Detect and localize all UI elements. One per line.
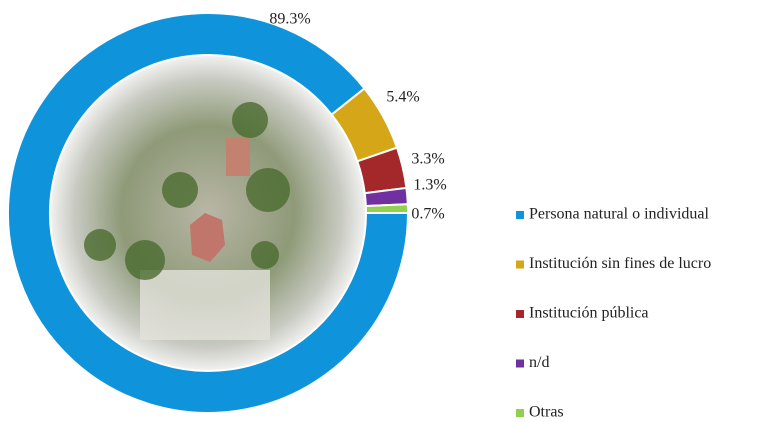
legend-label: Persona natural o individual bbox=[529, 206, 710, 223]
legend-swatch bbox=[516, 359, 524, 368]
center-photo bbox=[50, 55, 366, 371]
data-label: 89.3% bbox=[269, 11, 310, 28]
donut-segment bbox=[364, 203, 410, 214]
legend-label: Institución sin fines de lucro bbox=[529, 255, 711, 272]
donut-segment bbox=[7, 12, 410, 414]
data-label: 0.7% bbox=[411, 206, 444, 223]
legend-label: n/d bbox=[529, 354, 549, 371]
legend-swatch bbox=[516, 409, 524, 417]
legend-swatch bbox=[516, 260, 524, 269]
legend-label: Otras bbox=[529, 404, 564, 421]
legend-label: Institución pública bbox=[529, 305, 649, 322]
data-label: 3.3% bbox=[411, 151, 444, 168]
data-label: 5.4% bbox=[386, 89, 419, 106]
data-label: 1.3% bbox=[413, 177, 446, 194]
legend-swatch bbox=[516, 310, 524, 318]
legend-swatch bbox=[516, 211, 524, 219]
